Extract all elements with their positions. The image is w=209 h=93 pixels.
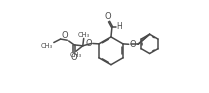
Text: O: O	[71, 53, 77, 62]
Text: CH₃: CH₃	[78, 32, 90, 38]
Text: O: O	[105, 12, 112, 21]
Text: O: O	[61, 31, 68, 40]
Text: CH₃: CH₃	[41, 43, 53, 49]
Text: H: H	[117, 22, 122, 31]
Text: O: O	[129, 40, 136, 49]
Text: CH₃: CH₃	[70, 52, 82, 58]
Text: O: O	[85, 39, 92, 48]
